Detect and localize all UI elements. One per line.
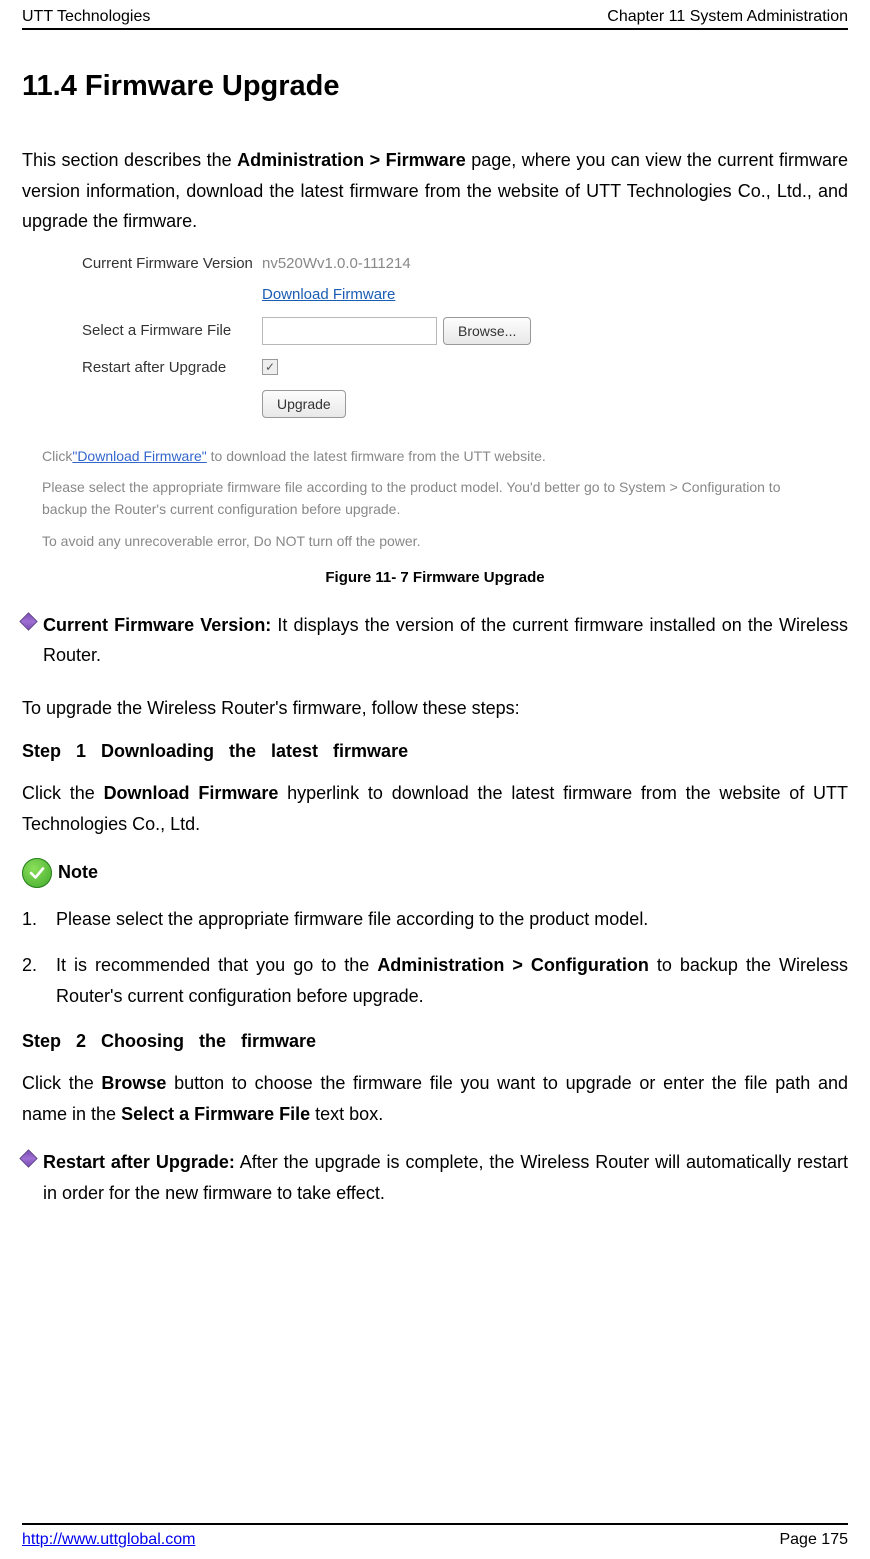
bullet2-bold: Restart after Upgrade: [43, 1152, 235, 1172]
note-item-1: 1. Please select the appropriate firmwar… [22, 904, 848, 935]
section-title: 11.4 Firmware Upgrade [22, 70, 848, 103]
bullet2-text: Restart after Upgrade: After the upgrade… [43, 1147, 848, 1208]
ss-label-select-file: Select a Firmware File [42, 322, 262, 339]
step2-post: text box. [310, 1104, 383, 1124]
ss-row-version: Current Firmware Version nv520Wv1.0.0-11… [42, 255, 828, 272]
intro-bold: Administration > Firmware [237, 150, 466, 170]
note-text-2: It is recommended that you go to the Adm… [56, 950, 848, 1011]
upgrade-intro: To upgrade the Wireless Router's firmwar… [22, 693, 848, 724]
upgrade-button[interactable]: Upgrade [262, 390, 346, 418]
step2-pre: Click the [22, 1073, 101, 1093]
footer-link[interactable]: http://www.uttglobal.com [22, 1531, 195, 1549]
step2-bold2: Select a Firmware File [121, 1104, 310, 1124]
step2-body: Click the Browse button to choose the fi… [22, 1068, 848, 1129]
step2-heading: Step 2 Choosing the firmware [22, 1031, 848, 1052]
ss-instructions: Click"Download Firmware" to download the… [42, 446, 828, 553]
footer-page: Page 175 [779, 1531, 848, 1549]
step1-title: Downloading the latest firmware [101, 741, 408, 761]
ss-row-upgrade-btn: Upgrade [42, 390, 828, 418]
step1-heading: Step 1 Downloading the latest firmware [22, 741, 848, 762]
bullet1-bold: Current Firmware Version: [43, 615, 271, 635]
note-num-2: 2. [22, 950, 56, 1011]
ss-instr1-post: to download the latest firmware from the… [207, 448, 546, 464]
download-firmware-link[interactable]: Download Firmware [262, 286, 395, 303]
header-left: UTT Technologies [22, 8, 150, 26]
step1-label: Step 1 [22, 741, 86, 761]
intro-pre: This section describes the [22, 150, 237, 170]
step1-bold: Download Firmware [104, 783, 279, 803]
intro-paragraph: This section describes the Administratio… [22, 145, 848, 237]
note2-pre: It is recommended that you go to the [56, 955, 377, 975]
note-item-2: 2. It is recommended that you go to the … [22, 950, 848, 1011]
ss-instr1-link[interactable]: "Download Firmware" [72, 448, 206, 464]
step2-title: Choosing the firmware [101, 1031, 316, 1051]
note-list: 1. Please select the appropriate firmwar… [22, 904, 848, 1012]
ss-instr1-pre: Click [42, 448, 72, 464]
step1-body: Click the Download Firmware hyperlink to… [22, 778, 848, 839]
bullet-restart: Restart after Upgrade: After the upgrade… [22, 1147, 848, 1208]
ss-row-download-link: Download Firmware [42, 286, 828, 303]
note-num-1: 1. [22, 904, 56, 935]
bullet1-text: Current Firmware Version: It displays th… [43, 610, 848, 671]
ss-value-version: nv520Wv1.0.0-111214 [262, 255, 411, 272]
ss-label-restart: Restart after Upgrade [42, 359, 262, 376]
page-footer: http://www.uttglobal.com Page 175 [22, 1531, 848, 1549]
ss-row-restart: Restart after Upgrade ✓ [42, 359, 828, 376]
ss-instr-3: To avoid any unrecoverable error, Do NOT… [42, 531, 828, 553]
note2-bold: Administration > Configuration [377, 955, 649, 975]
header-divider [22, 28, 848, 30]
step2-label: Step 2 [22, 1031, 86, 1051]
firmware-screenshot: Current Firmware Version nv520Wv1.0.0-11… [42, 255, 828, 553]
figure-caption: Figure 11- 7 Firmware Upgrade [22, 569, 848, 586]
diamond-icon-2 [19, 1150, 37, 1168]
bullet-current-firmware: Current Firmware Version: It displays th… [22, 610, 848, 671]
browse-button[interactable]: Browse... [443, 317, 531, 345]
page-header: UTT Technologies Chapter 11 System Admin… [22, 8, 848, 26]
header-right: Chapter 11 System Administration [607, 8, 848, 26]
check-icon [22, 858, 52, 888]
note-text-1: Please select the appropriate firmware f… [56, 904, 848, 935]
note-label: Note [58, 862, 98, 883]
note-header: Note [22, 858, 848, 888]
ss-instr-1: Click"Download Firmware" to download the… [42, 446, 828, 468]
diamond-icon [19, 612, 37, 630]
footer-divider [22, 1523, 848, 1525]
step2-bold1: Browse [101, 1073, 166, 1093]
restart-checkbox[interactable]: ✓ [262, 359, 278, 375]
ss-label-version: Current Firmware Version [42, 255, 262, 272]
step1-pre: Click the [22, 783, 104, 803]
ss-row-select-file: Select a Firmware File Browse... [42, 317, 828, 345]
firmware-file-input[interactable] [262, 317, 437, 345]
ss-instr-2: Please select the appropriate firmware f… [42, 477, 828, 520]
